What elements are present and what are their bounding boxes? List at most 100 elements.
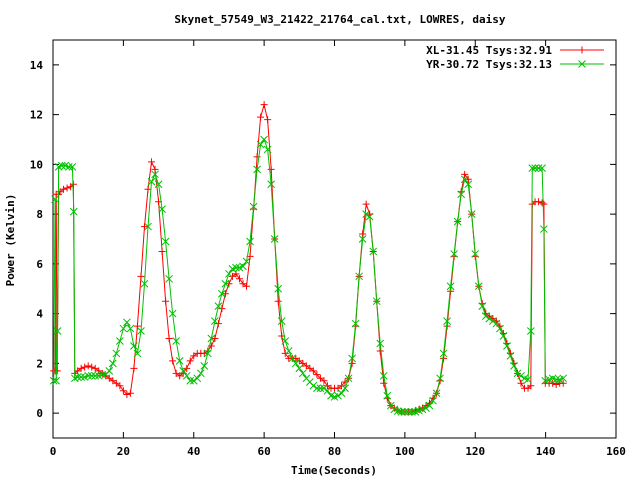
data-point (214, 320, 222, 328)
data-point (510, 362, 518, 370)
data-point (242, 257, 251, 266)
data-point (109, 377, 117, 385)
chart-title: Skynet_57549_W3_21422_21764_cal.txt, LOW… (174, 13, 506, 26)
data-point (84, 362, 92, 370)
x-tick-label: 120 (465, 445, 485, 458)
data-point (256, 140, 265, 149)
data-point (189, 376, 198, 385)
data-point (186, 376, 195, 385)
data-point (193, 374, 202, 383)
data-point (446, 282, 455, 291)
data-point (549, 379, 557, 387)
y-axis-label: Power (Kelvin) (4, 194, 17, 287)
data-point (60, 185, 68, 193)
x-tick-label: 140 (536, 445, 556, 458)
y-tick-label: 12 (30, 109, 43, 122)
data-point (91, 371, 100, 380)
data-point (464, 180, 473, 189)
data-point (376, 347, 384, 355)
data-point (169, 357, 177, 365)
data-point (68, 163, 77, 171)
data-point (538, 199, 546, 207)
data-point (87, 371, 96, 380)
data-point (408, 408, 416, 416)
x-tick-label: 80 (328, 445, 341, 458)
data-point (299, 359, 307, 367)
data-point (552, 381, 560, 389)
data-point (239, 280, 247, 288)
series-2 (49, 135, 568, 416)
data-point (362, 200, 370, 208)
data-point (81, 363, 89, 371)
data-point (196, 369, 205, 378)
data-point (257, 113, 265, 121)
data-point (64, 163, 73, 171)
data-point (126, 324, 135, 333)
data-point (183, 364, 191, 372)
legend-entry: XL-31.45 Tsys:32.91 (426, 44, 604, 57)
y-tick-label: 8 (36, 208, 43, 221)
data-point (63, 184, 71, 192)
data-point (323, 386, 332, 395)
data-point (474, 282, 483, 291)
data-point (288, 354, 297, 363)
data-point (380, 379, 388, 387)
data-point (535, 198, 543, 206)
legend-label: XL-31.45 Tsys:32.91 (426, 44, 552, 57)
data-point (358, 235, 367, 243)
data-point (334, 391, 342, 400)
data-point (464, 175, 472, 183)
data-point (499, 332, 508, 340)
data-point (471, 250, 480, 258)
y-tick-label: 10 (30, 158, 43, 171)
data-point (126, 389, 134, 397)
data-point (517, 379, 525, 387)
data-point (239, 262, 247, 271)
data-point (302, 362, 310, 370)
data-point (77, 364, 85, 372)
data-point (165, 274, 173, 283)
data-point (320, 377, 328, 385)
data-point (362, 210, 371, 218)
data-point (425, 401, 434, 410)
data-point (260, 101, 268, 109)
data-point (351, 319, 360, 328)
data-point (260, 135, 268, 144)
data-point (148, 158, 156, 166)
data-point (211, 317, 219, 325)
data-point (281, 337, 290, 345)
data-point (123, 318, 131, 327)
data-point (175, 357, 184, 365)
data-point (527, 382, 535, 390)
data-point (69, 207, 78, 216)
data-point (559, 379, 567, 387)
data-point (488, 317, 497, 325)
y-tick-label: 6 (36, 258, 43, 271)
data-point (503, 342, 511, 350)
data-point (119, 387, 127, 395)
data-point (436, 374, 444, 383)
data-point (528, 164, 537, 172)
data-point (264, 116, 272, 124)
data-point (105, 374, 113, 382)
data-point (432, 389, 441, 398)
data-point (376, 339, 385, 348)
data-point (460, 175, 469, 184)
data-point (246, 237, 254, 246)
data-point (531, 164, 539, 172)
data-point (53, 327, 62, 335)
data-point (228, 272, 236, 280)
axis-ticks: 0 20 40 60 80 100 120 140 160 0 2 4 6 8 10 12 14 (30, 40, 626, 458)
data-point (190, 352, 198, 360)
y-tick-label: 0 (36, 407, 43, 420)
data-point (277, 317, 286, 325)
data-point (372, 297, 381, 306)
data-point (492, 319, 501, 328)
data-point (274, 284, 283, 293)
legend-entry: YR-30.72 Tsys:32.13 (426, 58, 604, 71)
data-point (221, 290, 229, 298)
data-point (429, 396, 437, 405)
data-point (404, 408, 413, 416)
data-point (112, 349, 121, 358)
data-point (292, 354, 300, 362)
